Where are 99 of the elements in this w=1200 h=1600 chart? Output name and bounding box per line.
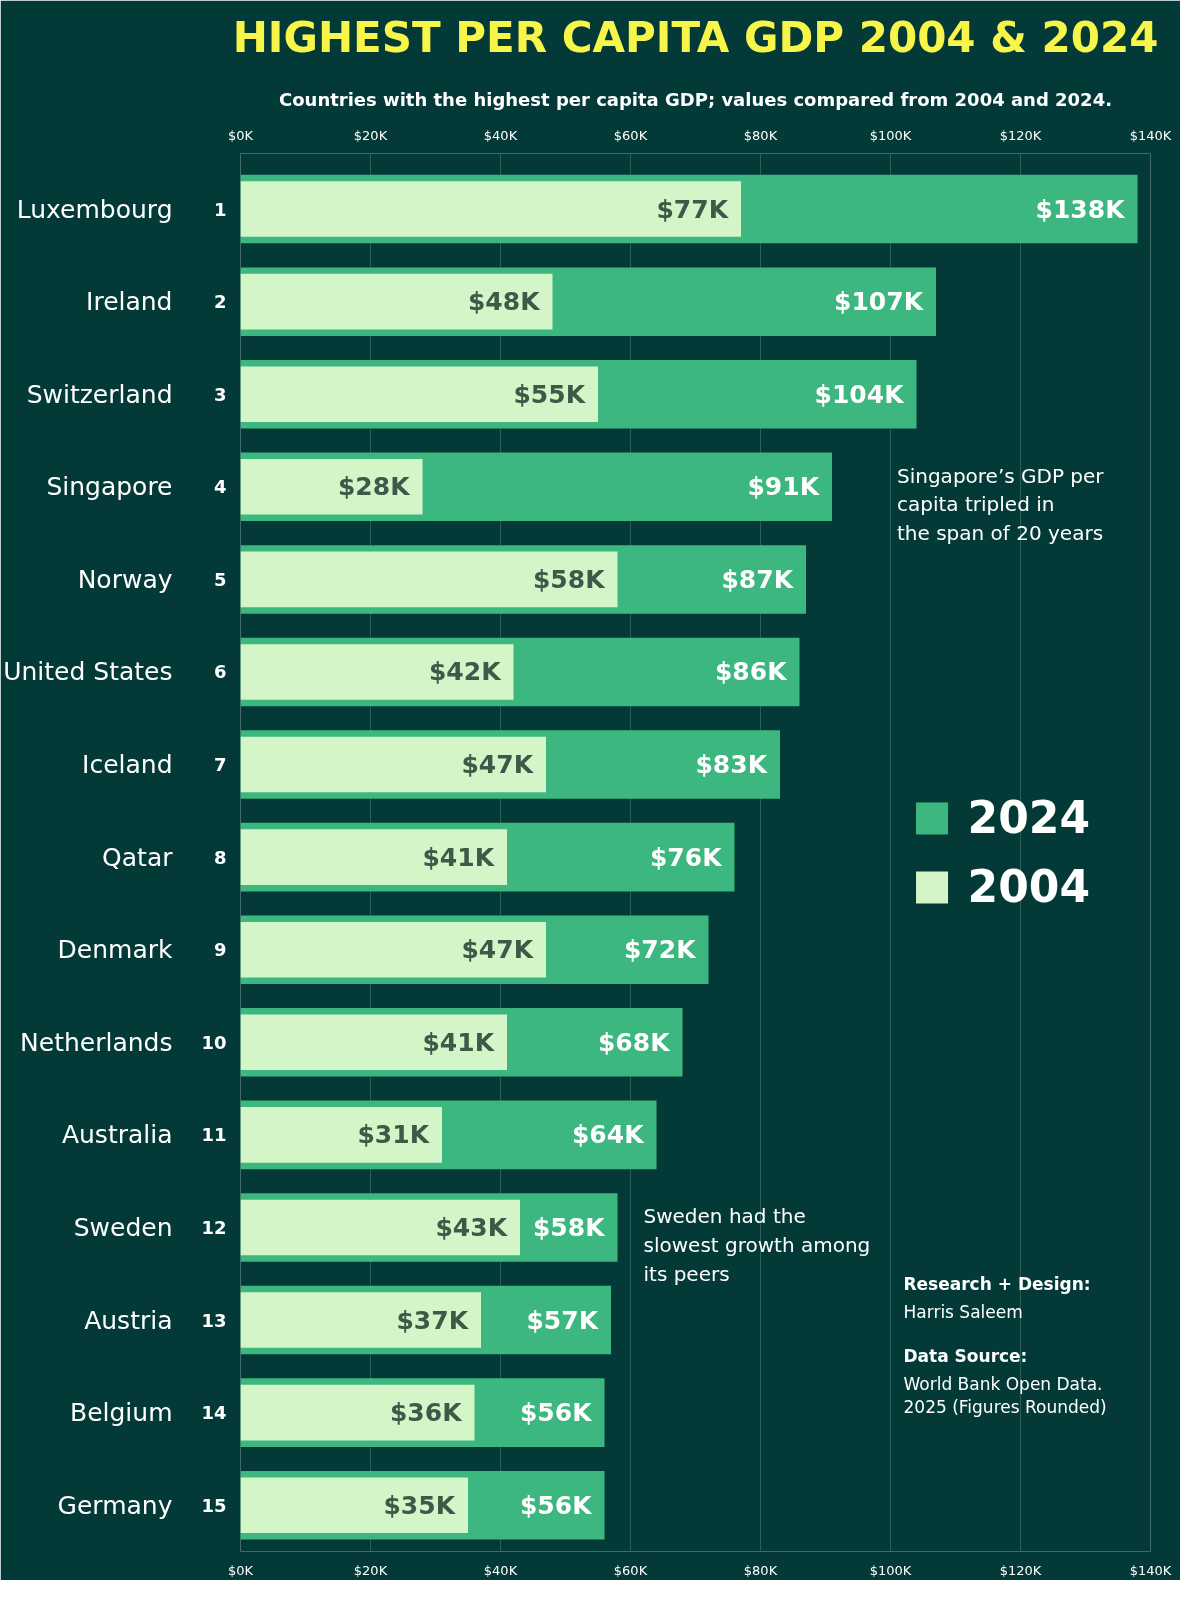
data-label: $43K: [435, 1212, 509, 1242]
text: 5: [213, 568, 227, 590]
text: 13: [201, 1309, 227, 1331]
annotation: Singapore’s GDP per capita tripled in the span of 20 years: [897, 463, 1105, 546]
y-tick-label: Denmark: [57, 935, 174, 965]
data-label: $138K: [1035, 194, 1127, 224]
bar: [240, 829, 507, 885]
y-tick-label: Singapore: [46, 472, 173, 502]
bar: [240, 1107, 442, 1163]
annotation: Research + Design: Harris Saleem: [903, 1273, 1091, 1322]
data-label: $42K: [428, 657, 503, 687]
x2-tick-label: $140K: [1129, 127, 1172, 143]
text: 11: [201, 1124, 227, 1146]
data-label: $91K: [747, 472, 821, 502]
x2-tick-label: $60K: [613, 127, 648, 143]
data-label: $77K: [656, 194, 730, 224]
bar: [240, 736, 546, 793]
data-label: $47K: [461, 935, 535, 965]
x-tick-label: $140K: [1129, 1562, 1172, 1578]
y-tick-label: Norway: [77, 564, 173, 594]
data-label: $64K: [571, 1120, 646, 1150]
bar: [240, 1292, 481, 1348]
annotation: Data Source: World Bank Open Data. 2025 (Figures Rounded): [903, 1345, 1107, 1417]
y-tick-label: Belgium: [70, 1398, 173, 1428]
text: 15: [201, 1494, 227, 1516]
data-label: $41K: [422, 1027, 496, 1057]
y-tick-label: Germany: [57, 1490, 173, 1520]
data-label: $86K: [714, 657, 789, 687]
text: 1: [213, 198, 227, 220]
text: 6: [213, 661, 227, 683]
data-label: $36K: [389, 1398, 464, 1428]
data-label: $56K: [519, 1490, 594, 1520]
bar: [240, 459, 423, 515]
data-label: $57K: [526, 1305, 600, 1335]
data-label: $48K: [467, 287, 542, 317]
x-tick-label: $100K: [869, 1562, 912, 1578]
x-tick-label: $60K: [613, 1562, 648, 1578]
data-label: $72K: [623, 935, 698, 965]
text: 2: [213, 291, 227, 313]
y-tick-label: Australia: [61, 1120, 173, 1150]
y-tick-label: Switzerland: [26, 379, 173, 409]
data-label: $56K: [519, 1398, 594, 1428]
legend-label: 2004: [967, 861, 1090, 912]
bar: [240, 366, 598, 422]
x-tick-label: $120K: [999, 1562, 1042, 1578]
text: 4: [213, 476, 227, 498]
bar: [240, 644, 514, 700]
y-tick-label: Netherlands: [20, 1027, 173, 1057]
bar: [240, 551, 618, 608]
text: 10: [201, 1031, 227, 1053]
data-label: $47K: [461, 750, 535, 780]
y-tick-label: Qatar: [102, 842, 174, 872]
data-label: $55K: [513, 379, 587, 409]
data-label: $83K: [695, 750, 769, 780]
y-tick-label: Iceland: [82, 750, 173, 780]
bar: [240, 181, 741, 237]
bar: [240, 1014, 507, 1071]
bar: [240, 1384, 475, 1441]
x-tick-label: $40K: [483, 1562, 518, 1578]
y-tick-label: Ireland: [86, 287, 173, 317]
legend-label: 2024: [967, 792, 1090, 843]
x-tick-label: $20K: [353, 1562, 388, 1578]
text: 9: [213, 939, 227, 961]
bar: [240, 921, 546, 978]
annotation: Sweden had the slowest growth among its peers: [643, 1204, 871, 1286]
text: 3: [213, 383, 227, 405]
text: 14: [201, 1402, 227, 1424]
data-label: $87K: [721, 564, 795, 594]
bar: [240, 1477, 468, 1533]
x2-tick-label: $80K: [743, 127, 778, 143]
data-label: $104K: [814, 379, 906, 409]
y-tick-label: Sweden: [73, 1212, 173, 1242]
x2-tick-label: $40K: [483, 127, 518, 143]
x2-tick-label: $20K: [353, 127, 388, 143]
x-tick-label: $0K: [227, 1562, 254, 1578]
bar: [240, 1199, 520, 1256]
data-label: $58K: [532, 1212, 607, 1242]
data-label: $37K: [396, 1305, 470, 1335]
data-label: $35K: [383, 1490, 457, 1520]
text: 12: [201, 1216, 227, 1238]
x2-tick-label: $0K: [227, 127, 254, 143]
data-label: $68K: [597, 1027, 672, 1057]
x-tick-label: $80K: [743, 1562, 778, 1578]
data-label: $31K: [357, 1120, 431, 1150]
data-label: $107K: [834, 287, 925, 317]
x2-tick-label: $120K: [999, 127, 1042, 143]
data-label: $41K: [422, 842, 496, 872]
data-label: $28K: [337, 472, 412, 502]
data-label: $58K: [532, 564, 607, 594]
y-tick-label: Austria: [84, 1305, 173, 1335]
chart-title: HIGHEST PER CAPITA GDP 2004 & 2024: [232, 12, 1159, 62]
y-tick-label: United States: [3, 657, 173, 687]
y-tick-label: Luxembourg: [16, 194, 173, 224]
chart-subtitle: Countries with the highest per capita GDP; values compared from 2004 and 2024.: [278, 88, 1113, 110]
data-label: $76K: [649, 842, 724, 872]
text: 7: [213, 754, 227, 776]
bar: [240, 273, 553, 330]
x2-tick-label: $100K: [869, 127, 912, 143]
text: 8: [213, 846, 227, 868]
